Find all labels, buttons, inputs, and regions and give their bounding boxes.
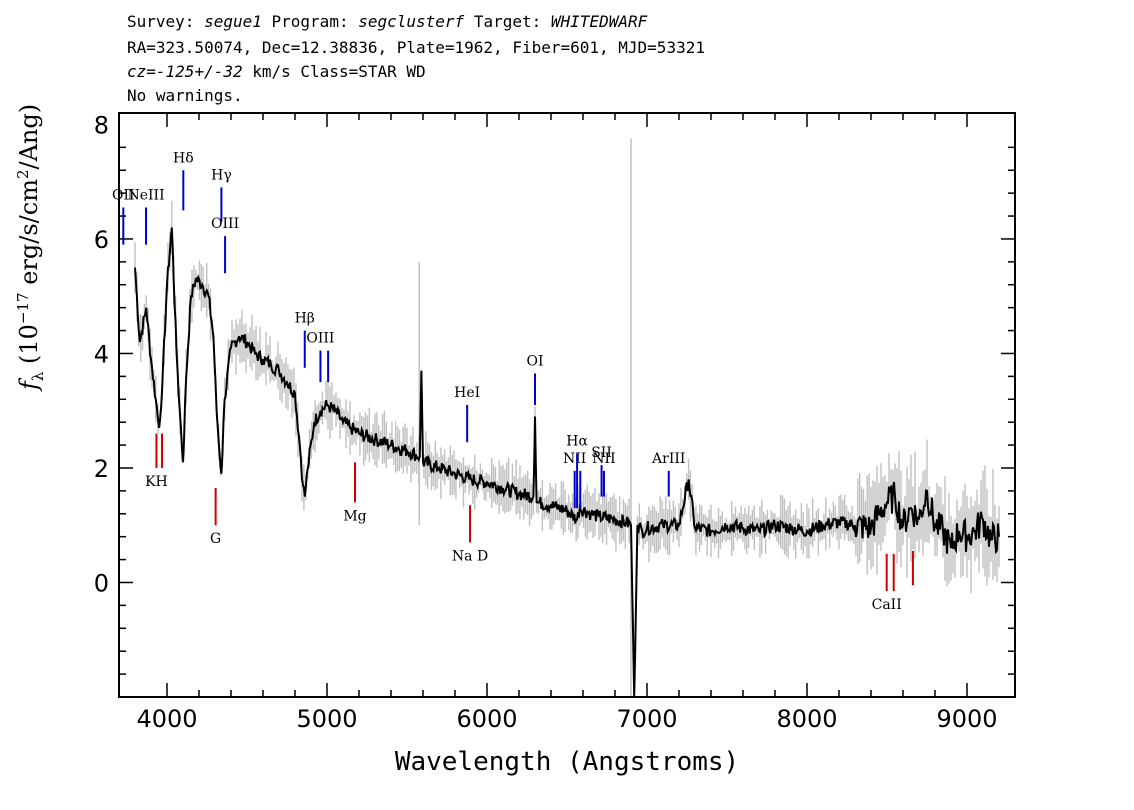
y-label-exp: −17 bbox=[14, 292, 32, 325]
absorption-line-label: G bbox=[210, 531, 221, 547]
noise-band bbox=[134, 138, 1000, 697]
absorption-line-label: CaII bbox=[872, 597, 902, 613]
y-axis-label: fλ (10−17 erg/s/cm2/Ang) bbox=[14, 104, 47, 390]
absorption-line-label: KH bbox=[145, 474, 168, 490]
x-tick-label: 4000 bbox=[136, 705, 197, 733]
x-axis-label: Wavelength (Angstroms) bbox=[395, 747, 739, 777]
emission-line-label: OIII bbox=[211, 216, 239, 232]
emission-line-label: Hδ bbox=[173, 150, 194, 166]
y-label-text: (10 bbox=[15, 324, 43, 372]
y-tick-label: 0 bbox=[94, 569, 109, 597]
emission-line-label: HeI bbox=[454, 385, 480, 401]
x-tick-label: 5000 bbox=[296, 705, 357, 733]
survey-value: segue1 bbox=[204, 12, 262, 31]
survey-label: Survey: bbox=[127, 12, 195, 31]
absorption-line-label: Mg bbox=[343, 508, 366, 524]
header-line-2: RA=323.50074, Dec=12.38836, Plate=1962, … bbox=[127, 38, 705, 57]
emission-line-label: OIII bbox=[306, 331, 334, 347]
absorption-line-label: Na D bbox=[452, 548, 488, 564]
cz-label: cz= bbox=[127, 62, 156, 81]
y-label-sq: 2 bbox=[14, 169, 32, 180]
emission-line-label: ArIII bbox=[651, 451, 685, 467]
emission-line-label: OII bbox=[112, 187, 135, 203]
y-tick-label: 2 bbox=[94, 455, 109, 483]
emission-line-label: SII bbox=[591, 445, 612, 461]
emission-line-label: Hα bbox=[566, 434, 588, 450]
header-line-1: Survey: segue1 Program: segclusterf Targ… bbox=[127, 12, 647, 32]
y-label-end: /Ang) bbox=[15, 103, 43, 170]
y-tick-label: 6 bbox=[94, 226, 109, 254]
flux-series-line bbox=[134, 227, 1000, 698]
program-label: Program: bbox=[271, 12, 349, 31]
y-tick-label: 4 bbox=[94, 340, 109, 368]
header-line-3: cz=-125+/-32 km/s Class=STAR WD bbox=[127, 62, 426, 82]
target-value: WHITEDWARF bbox=[550, 12, 648, 31]
x-tick-label: 7000 bbox=[616, 705, 677, 733]
y-label-f: f bbox=[15, 381, 43, 390]
y-label-sub: λ bbox=[28, 371, 47, 382]
header-line-4: No warnings. bbox=[127, 86, 243, 105]
emission-line-label: OI bbox=[526, 354, 543, 370]
cz-value: -125+/-32 bbox=[155, 62, 243, 81]
target-label: Target: bbox=[473, 12, 542, 31]
cz-unit-class: km/s Class=STAR WD bbox=[242, 62, 426, 81]
axis-ticks: 4000 5000 6000 7000 8000 9000 0 2 4 6 8 bbox=[94, 111, 1015, 733]
plot-frame bbox=[118, 112, 1016, 698]
y-label-rest: erg/s/cm bbox=[15, 179, 43, 293]
x-tick-label: 9000 bbox=[936, 705, 997, 733]
y-tick-label: 8 bbox=[94, 111, 109, 139]
emission-line-label: NII bbox=[563, 451, 586, 467]
emission-line-label: Hγ bbox=[211, 167, 232, 183]
emission-line-label: NII bbox=[592, 451, 615, 467]
emission-line-label: Hβ bbox=[295, 311, 315, 327]
program-value: segclusterf bbox=[358, 12, 465, 31]
x-tick-label: 6000 bbox=[456, 705, 517, 733]
x-tick-label: 8000 bbox=[776, 705, 837, 733]
emission-line-label: NeIII bbox=[127, 187, 164, 203]
